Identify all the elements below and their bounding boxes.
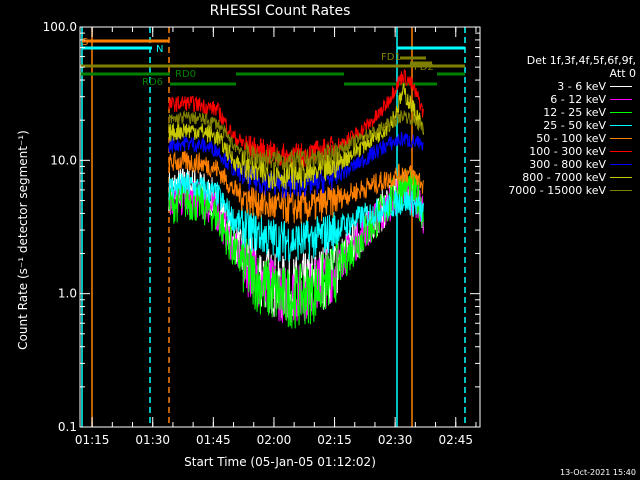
legend-entry-label: 7000 - 15000 keV [508, 184, 606, 197]
y-tick-label: 10.0 [50, 153, 77, 167]
axes: 01:15 01:30 01:45 02:00 02:15 02:30 02:45 0.1 1.… [43, 20, 480, 447]
label-fd2: FD2 [414, 62, 434, 73]
legend-swatch [610, 125, 632, 126]
legend-swatch [610, 99, 632, 100]
legend-entry: 25 - 50 keV [484, 119, 636, 132]
x-tick-label: 01:15 [75, 433, 110, 447]
legend-entry: 12 - 25 keV [484, 106, 636, 119]
instrument-state-markers [80, 27, 466, 427]
label-s: S [82, 37, 88, 48]
legend-entry-label: 50 - 100 keV [536, 132, 606, 145]
legend-entry: 7000 - 15000 keV [484, 184, 636, 197]
legend-header-line-1: Det 1f,3f,4f,5f,6f,9f, [526, 54, 636, 67]
footer-timestamp: 13-Oct-2021 15:40 [560, 468, 636, 477]
x-tick-label: 02:45 [438, 433, 473, 447]
legend-entry: 300 - 800 keV [484, 158, 636, 171]
x-tick-label: 02:15 [317, 433, 352, 447]
series-line-4 [168, 150, 424, 224]
legend-swatch [610, 86, 632, 87]
label-fd1: FD1 [381, 52, 401, 63]
annotation-labels: S N RD6 RD0 FD1 FD2 [82, 37, 434, 88]
legend-swatch [610, 190, 632, 191]
legend-entry: 3 - 6 keV [484, 80, 636, 93]
y-tick-label: 1.0 [58, 287, 77, 301]
x-tick-label: 02:00 [257, 433, 292, 447]
label-rd6: RD6 [142, 77, 163, 88]
plot-frame [79, 26, 481, 428]
legend-entry-label: 6 - 12 keV [550, 93, 606, 106]
series-line-2 [168, 168, 424, 329]
y-tick-label: 0.1 [58, 420, 77, 434]
x-tick-label: 01:45 [196, 433, 231, 447]
legend-swatch [610, 112, 632, 113]
legend-entry: 800 - 7000 keV [484, 171, 636, 184]
y-tick-label: 100.0 [43, 20, 77, 34]
label-rd0: RD0 [175, 69, 196, 80]
series-line-8 [168, 109, 424, 171]
series-line-3 [168, 172, 424, 262]
legend-entry: 100 - 300 keV [484, 145, 636, 158]
series-line-7 [168, 83, 424, 190]
chart-title: RHESSI Count Rates [209, 3, 351, 19]
legend: Det 1f,3f,4f,5f,6f,9f, Att 0 3 - 6 keV 6 … [484, 54, 636, 197]
x-tick-label: 01:30 [135, 433, 170, 447]
series-line-5 [168, 69, 424, 170]
legend-entry-label: 800 - 7000 keV [522, 171, 606, 184]
legend-swatch [610, 164, 632, 165]
label-n: N [156, 44, 163, 55]
legend-swatch [610, 151, 632, 152]
legend-entry-label: 300 - 800 keV [529, 158, 606, 171]
legend-entry: 50 - 100 keV [484, 132, 636, 145]
legend-entry-label: 100 - 300 keV [529, 145, 606, 158]
series-line-6 [168, 131, 424, 198]
legend-swatch [610, 177, 632, 178]
legend-swatch [610, 138, 632, 139]
legend-entry-label: 3 - 6 keV [557, 80, 606, 93]
y-axis-label: Count Rate (s⁻¹ detector segment⁻¹) [16, 130, 30, 350]
legend-entry-label: 12 - 25 keV [543, 106, 606, 119]
legend-entry: 6 - 12 keV [484, 93, 636, 106]
x-tick-label: 02:30 [378, 433, 413, 447]
series-layer [168, 69, 424, 329]
legend-header-line-2: Att 0 [609, 67, 636, 80]
x-axis-label: Start Time (05-Jan-05 01:12:02) [184, 455, 376, 469]
legend-entry-label: 25 - 50 keV [543, 119, 606, 132]
